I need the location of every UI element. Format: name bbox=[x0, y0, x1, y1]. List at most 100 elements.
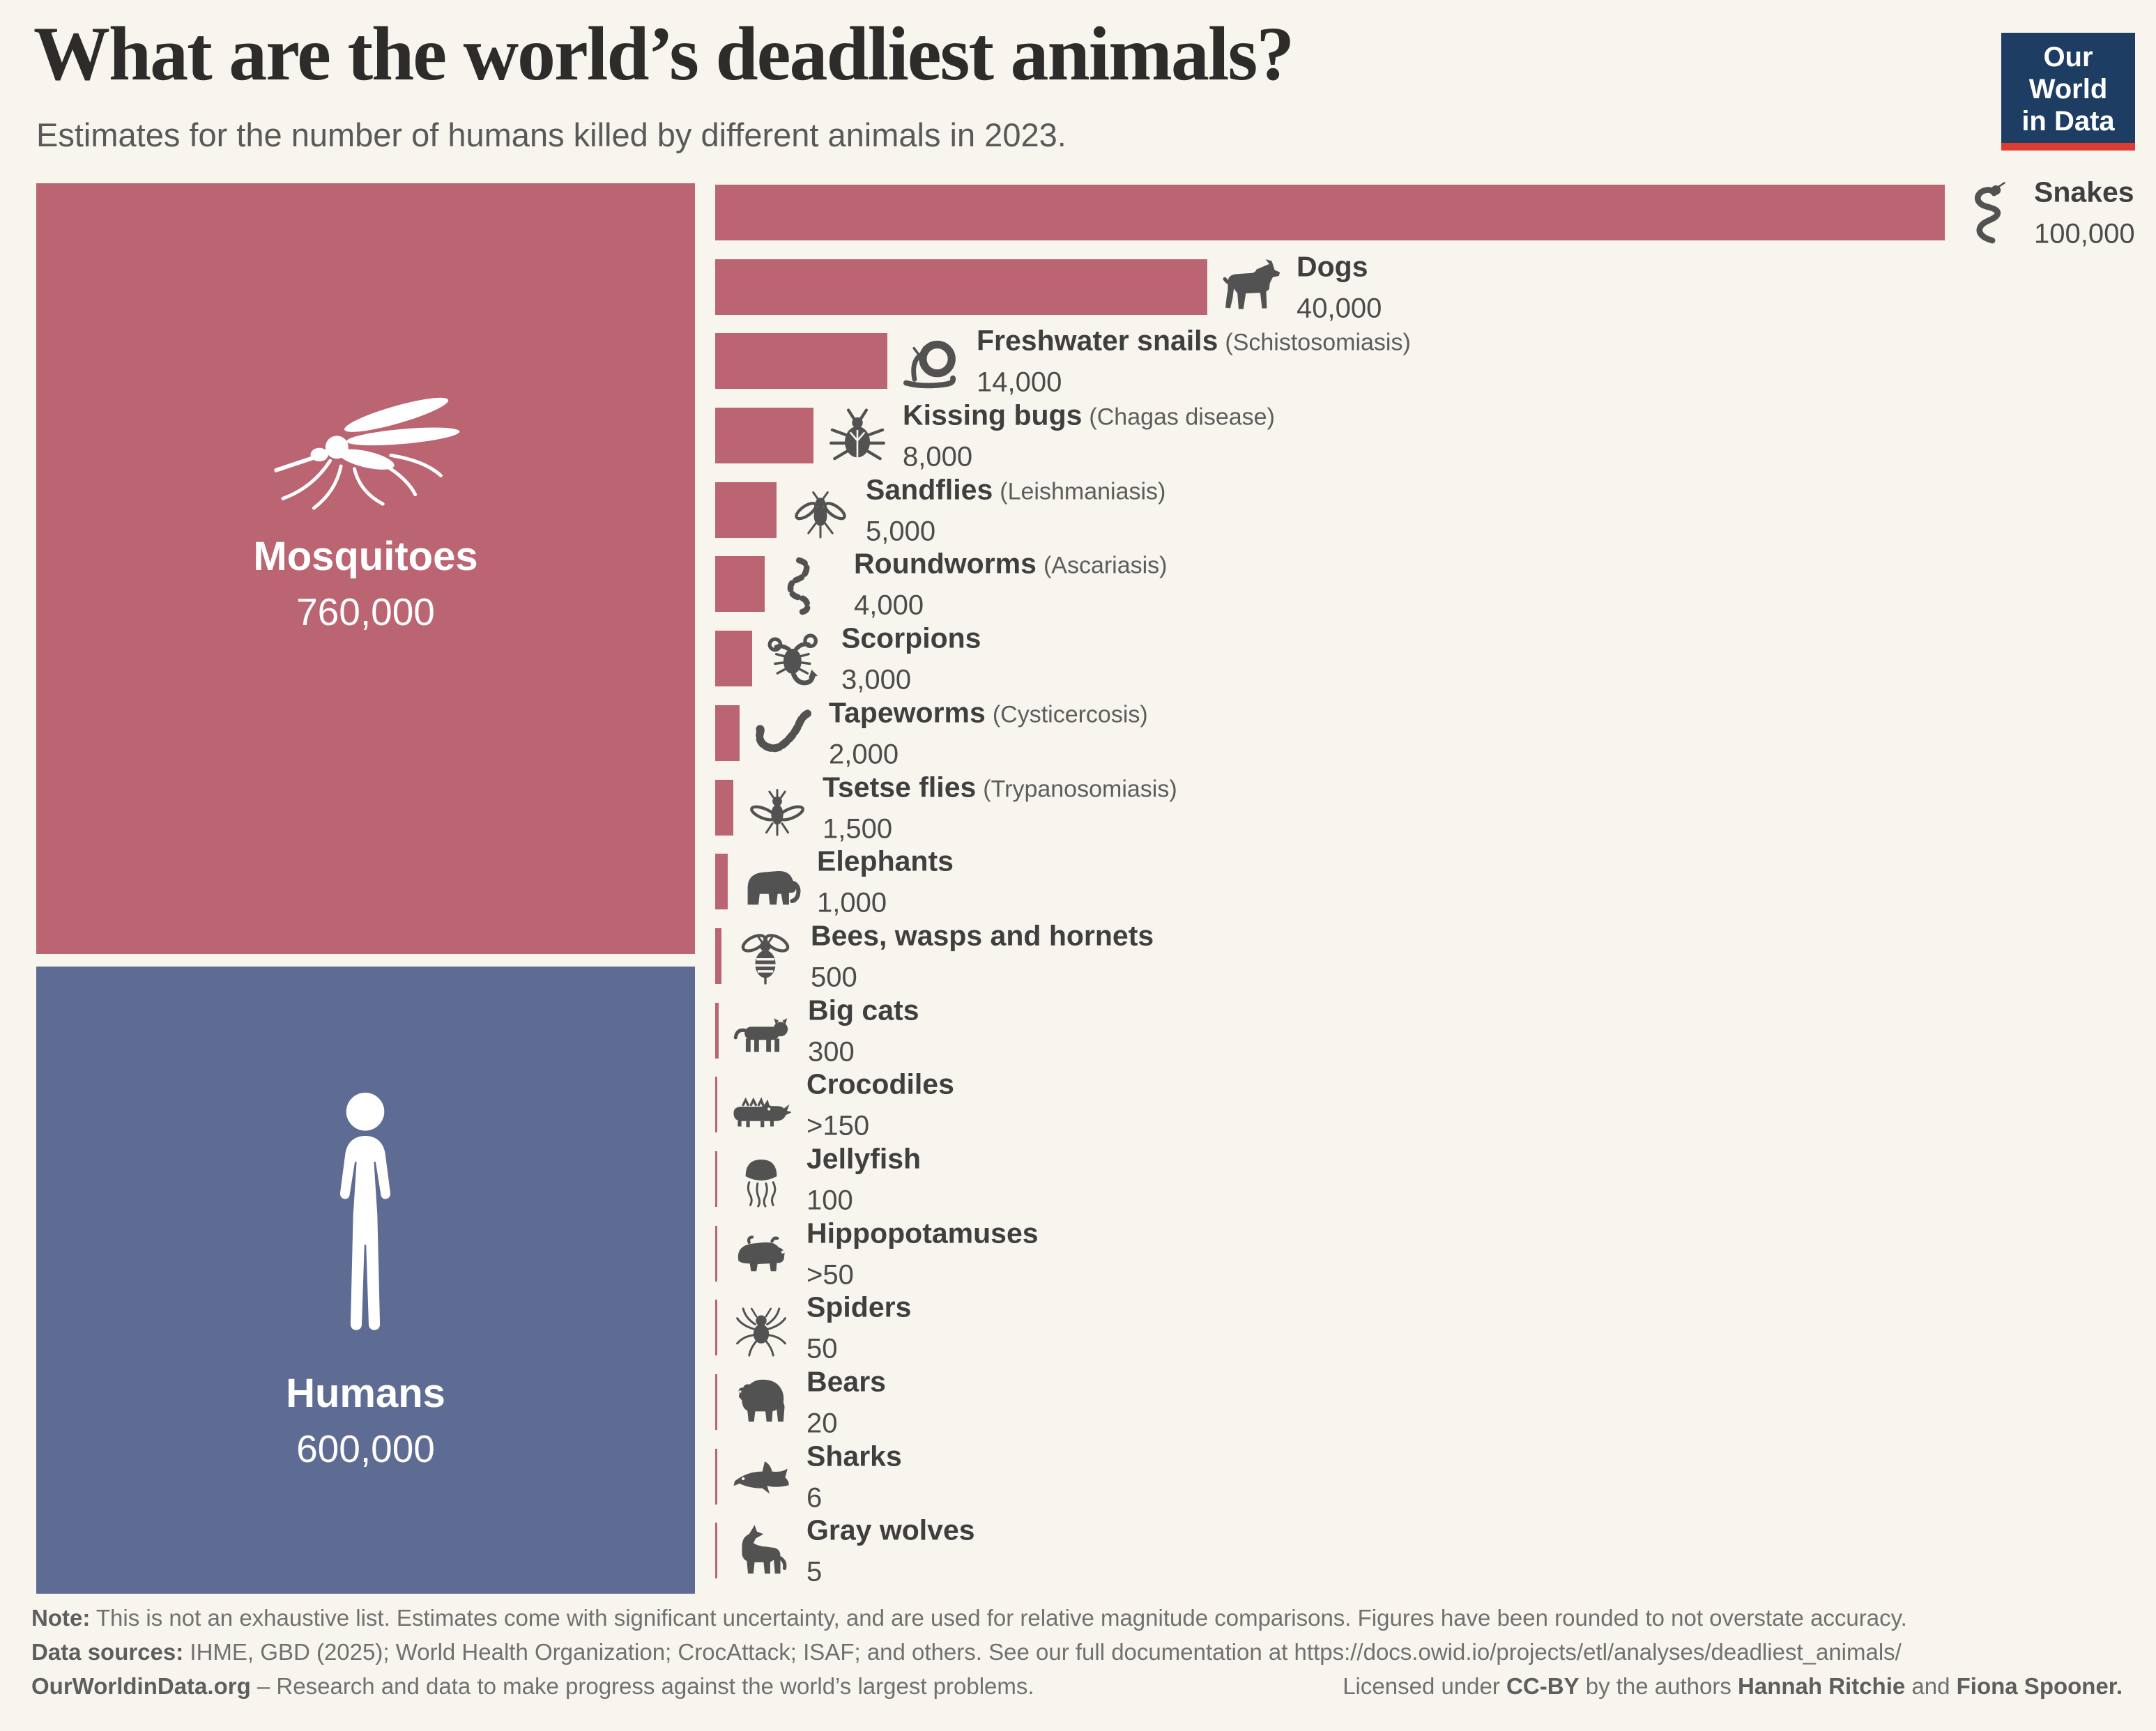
bar-row: Sharks 6 bbox=[715, 1440, 2151, 1523]
animal-value: 300 bbox=[808, 1036, 855, 1068]
bar bbox=[715, 1374, 717, 1430]
animal-value: >150 bbox=[806, 1110, 870, 1141]
bar bbox=[715, 928, 721, 984]
animal-name: Big cats bbox=[808, 994, 919, 1026]
sources-label: Data sources: bbox=[31, 1639, 184, 1665]
bar bbox=[715, 779, 733, 836]
bar-row: Hippopotamuses >50 bbox=[715, 1217, 2151, 1300]
bar-row: Bears 20 bbox=[715, 1366, 2151, 1449]
animal-value: >50 bbox=[806, 1259, 854, 1291]
animal-disease: (Ascariasis) bbox=[1043, 552, 1168, 579]
bar-row: Dogs 40,000 bbox=[715, 250, 2151, 334]
big-cat-icon bbox=[733, 996, 793, 1065]
animal-value: 100,000 bbox=[2034, 218, 2135, 249]
animal-value: 40,000 bbox=[1297, 293, 1382, 324]
block-value-mosquitoes: 760,000 bbox=[296, 590, 435, 633]
roundworm-icon bbox=[779, 549, 839, 619]
bar bbox=[715, 1002, 719, 1059]
block-value-humans: 600,000 bbox=[296, 1427, 435, 1470]
animal-value: 5 bbox=[806, 1556, 823, 1587]
owid-logo-line2: in Data bbox=[2021, 106, 2115, 137]
mosquito-icon bbox=[257, 375, 473, 515]
bar bbox=[715, 1448, 717, 1505]
animal-name: Sandflies bbox=[866, 473, 993, 506]
animal-name: Dogs bbox=[1297, 250, 1368, 283]
bar-row: Spiders 50 bbox=[715, 1291, 2151, 1374]
footer-brand: OurWorldinData.org – Research and data t… bbox=[31, 1673, 1034, 1700]
block-name-humans: Humans bbox=[286, 1371, 445, 1416]
license-author2: Fiona Spooner. bbox=[1956, 1673, 2123, 1699]
bar bbox=[715, 854, 728, 910]
animal-value: 14,000 bbox=[977, 367, 1062, 398]
bar-row: Snakes 100,000 bbox=[715, 176, 2151, 259]
animal-value: 3,000 bbox=[841, 664, 912, 695]
snail-icon bbox=[901, 326, 961, 396]
animal-value: 2,000 bbox=[829, 739, 899, 770]
mosquitoes-block: Mosquitoes 760,000 bbox=[36, 183, 695, 954]
page-title: What are the world’s deadliest animals? bbox=[33, 11, 1294, 96]
bar-row: Bees, wasps and hornets 500 bbox=[715, 919, 2151, 1003]
bar-row: Kissing bugs (Chagas disease) 8,000 bbox=[715, 399, 2151, 482]
bar-row: Freshwater snails (Schistosomiasis) 14,00… bbox=[715, 325, 2151, 408]
bar-row: Tapeworms (Cysticercosis) 2,000 bbox=[715, 696, 2151, 780]
animal-value: 20 bbox=[806, 1408, 838, 1439]
spider-icon bbox=[731, 1293, 791, 1362]
bar-row: Sandflies (Leishmaniasis) 5,000 bbox=[715, 473, 2151, 557]
bar bbox=[715, 333, 887, 390]
footer-license: Licensed under CC-BY by the authors Hann… bbox=[1343, 1673, 2123, 1700]
animal-value: 4,000 bbox=[854, 590, 924, 621]
license-and: and bbox=[1905, 1673, 1957, 1699]
animal-value: 1,000 bbox=[817, 887, 887, 918]
jellyfish-icon bbox=[731, 1144, 791, 1214]
bar-row: Roundworms (Ascariasis) 4,000 bbox=[715, 548, 2151, 631]
animal-name: Bees, wasps and hornets bbox=[811, 919, 1154, 952]
animal-name: Spiders bbox=[806, 1291, 912, 1323]
animal-value: 100 bbox=[806, 1185, 853, 1216]
animal-name: Snakes bbox=[2034, 176, 2134, 208]
crocodile-icon bbox=[731, 1070, 791, 1139]
brand-text: – Research and data to make progress aga… bbox=[250, 1673, 1034, 1699]
bar-row: Jellyfish 100 bbox=[715, 1142, 2151, 1226]
animal-value: 8,000 bbox=[903, 441, 973, 472]
owid-logo-line1: Our World bbox=[2028, 42, 2108, 105]
animal-name: Bears bbox=[806, 1365, 886, 1398]
bar bbox=[715, 631, 752, 687]
animal-name: Jellyfish bbox=[806, 1142, 922, 1175]
tsetse-fly-icon bbox=[747, 773, 807, 843]
note-label: Note: bbox=[31, 1605, 91, 1631]
bar bbox=[715, 408, 813, 464]
license-mid: by the authors bbox=[1579, 1673, 1738, 1699]
animal-name: Roundworms bbox=[854, 547, 1037, 580]
dog-icon bbox=[1221, 252, 1281, 322]
bar bbox=[715, 482, 777, 538]
brand-label: OurWorldinData.org bbox=[31, 1673, 251, 1699]
animal-value: 50 bbox=[806, 1333, 838, 1364]
bar-row: Crocodiles >150 bbox=[715, 1068, 2151, 1151]
bar bbox=[715, 1151, 717, 1207]
bar bbox=[715, 1077, 717, 1133]
bee-icon bbox=[735, 921, 795, 991]
bar-chart: Snakes 100,000 Dogs 40,000 Freshwater sn… bbox=[715, 176, 2151, 1597]
elephant-icon bbox=[742, 847, 802, 916]
footer-note: Note: This is not an exhaustive list. Es… bbox=[31, 1605, 1907, 1631]
owid-logo: Our World in Data bbox=[2001, 33, 2135, 151]
animal-name: Crocodiles bbox=[806, 1068, 954, 1100]
page-subtitle: Estimates for the number of humans kille… bbox=[36, 116, 1066, 153]
animal-disease: (Cysticercosis) bbox=[992, 701, 1148, 728]
bar-row: Big cats 300 bbox=[715, 994, 2151, 1077]
bar-row: Elephants 1,000 bbox=[715, 845, 2151, 928]
bear-icon bbox=[731, 1367, 791, 1437]
snake-icon bbox=[1959, 178, 2019, 247]
note-text: This is not an exhaustive list. Estimate… bbox=[90, 1605, 1907, 1631]
human-icon bbox=[322, 1089, 408, 1352]
animal-disease: (Schistosomiasis) bbox=[1225, 329, 1411, 356]
bar bbox=[715, 259, 1207, 315]
animal-name: Freshwater snails bbox=[977, 324, 1218, 357]
sources-text: IHME, GBD (2025); World Health Organizat… bbox=[183, 1639, 1902, 1665]
bar bbox=[715, 705, 740, 761]
sandfly-icon bbox=[790, 475, 850, 545]
bar bbox=[715, 1523, 717, 1579]
animal-name: Tapeworms bbox=[829, 696, 986, 729]
scorpion-icon bbox=[766, 624, 826, 693]
